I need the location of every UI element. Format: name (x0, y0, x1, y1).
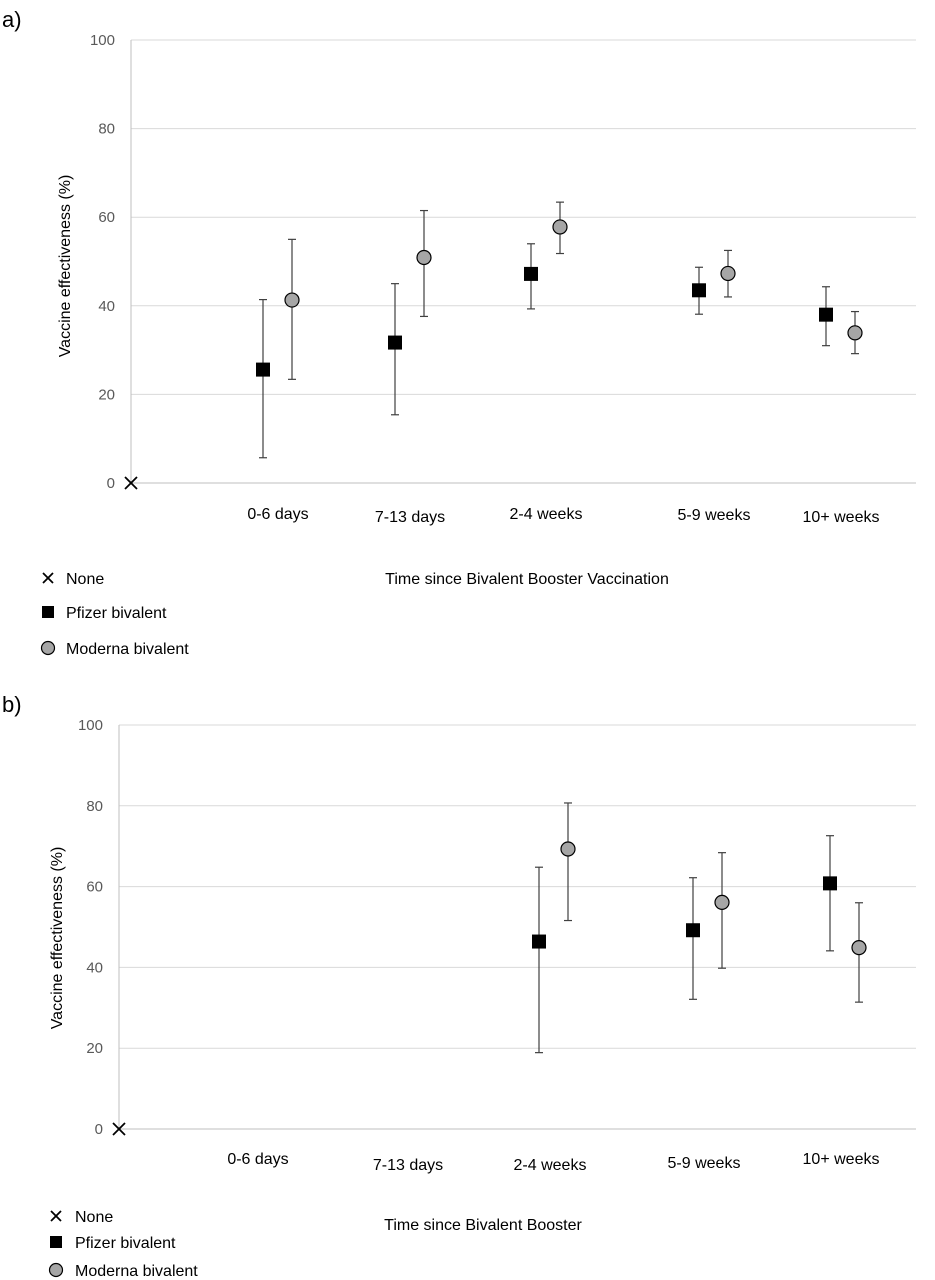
x-category-label: 0-6 days (247, 506, 308, 523)
legend-item: None (50, 1209, 113, 1226)
moderna-point (720, 265, 736, 282)
legend-item: Pfizer bivalent (50, 1235, 176, 1252)
none-series-x-marker (124, 476, 138, 490)
y-tick-label: 40 (86, 959, 103, 976)
panel-label: b) (2, 692, 22, 717)
legend-item: None (42, 571, 104, 588)
square-marker-icon (50, 1236, 62, 1248)
circle-marker-icon (40, 640, 56, 656)
moderna-point (714, 894, 730, 910)
legend-label: Moderna bivalent (66, 641, 189, 658)
x-stroke (42, 572, 54, 584)
x-category-label: 2-4 weeks (514, 1157, 587, 1174)
moderna-point (851, 940, 867, 956)
x-category-label: 7-13 days (375, 509, 445, 526)
error-bar (718, 852, 726, 969)
y-tick-label: 100 (90, 32, 115, 49)
moderna-point (416, 249, 432, 266)
x-stroke (50, 1210, 62, 1222)
x-marker-icon (42, 572, 54, 584)
y-tick-label: 100 (78, 717, 103, 734)
y-tick-label: 20 (98, 386, 115, 403)
x-category-label: 5-9 weeks (668, 1155, 741, 1172)
x-stroke (124, 476, 138, 490)
y-tick-label: 40 (98, 298, 115, 315)
legend-label: Pfizer bivalent (66, 605, 167, 622)
y-axis-title: Vaccine effectiveness (%) (49, 847, 66, 1030)
moderna-point (552, 219, 568, 235)
y-tick-label: 0 (107, 475, 115, 492)
error-bar (535, 866, 543, 1054)
x-category-label: 0-6 days (227, 1151, 288, 1168)
y-tick-label: 80 (98, 121, 115, 138)
error-bar (689, 877, 697, 1000)
moderna-point (284, 292, 300, 308)
legend-label: None (66, 571, 104, 588)
x-category-label: 10+ weeks (803, 1151, 880, 1168)
y-tick-label: 60 (86, 879, 103, 896)
legend-label: None (75, 1209, 113, 1226)
error-bar (564, 802, 572, 922)
legend-label: Pfizer bivalent (75, 1235, 176, 1252)
pfizer-point (388, 335, 402, 350)
x-category-label: 2-4 weeks (510, 506, 583, 523)
y-tick-label: 0 (95, 1121, 103, 1138)
legend: None Pfizer bivalent Moderna bivalent (40, 571, 189, 658)
chart-panel-b: b) 0 20 40 60 80 100 0-6 days 7-13 days 2-4 weeks… (2, 692, 916, 1280)
pfizer-point (823, 876, 837, 891)
moderna-point (560, 841, 576, 857)
x-category-label: 7-13 days (373, 1157, 443, 1174)
circle-marker-icon (48, 1262, 64, 1278)
x-category-label: 10+ weeks (803, 509, 880, 526)
pfizer-point (256, 362, 270, 377)
y-axis-title: Vaccine effectiveness (%) (57, 175, 74, 358)
pfizer-point (686, 923, 700, 938)
y-tick-label: 60 (98, 209, 115, 226)
chart-panel-a: a) 0 20 40 60 80 100 0-6 days 7-13 days 2-4 weeks… (2, 7, 916, 658)
x-category-label: 5-9 weeks (678, 507, 751, 524)
legend: None Pfizer bivalent Moderna bivalent (48, 1209, 198, 1280)
x-axis-title: Time since Bivalent Booster Vaccination (385, 571, 669, 588)
y-tick-label: 80 (86, 798, 103, 815)
y-tick-label: 20 (86, 1040, 103, 1057)
square-marker-icon (42, 606, 54, 618)
none-series-x-marker (112, 1122, 126, 1136)
legend-item: Pfizer bivalent (42, 605, 167, 622)
x-stroke (112, 1122, 126, 1136)
pfizer-point (532, 934, 546, 949)
error-bar (259, 298, 267, 459)
pfizer-point (819, 307, 833, 322)
panel-label: a) (2, 7, 22, 32)
x-axis-title: Time since Bivalent Booster (384, 1217, 582, 1234)
error-bar (288, 238, 296, 380)
moderna-point (847, 325, 863, 341)
error-bar (826, 835, 834, 952)
pfizer-point (692, 283, 706, 298)
legend-label: Moderna bivalent (75, 1263, 198, 1280)
legend-item: Moderna bivalent (40, 640, 189, 658)
legend-item: Moderna bivalent (48, 1262, 198, 1280)
x-marker-icon (50, 1210, 62, 1222)
pfizer-point (524, 266, 538, 281)
